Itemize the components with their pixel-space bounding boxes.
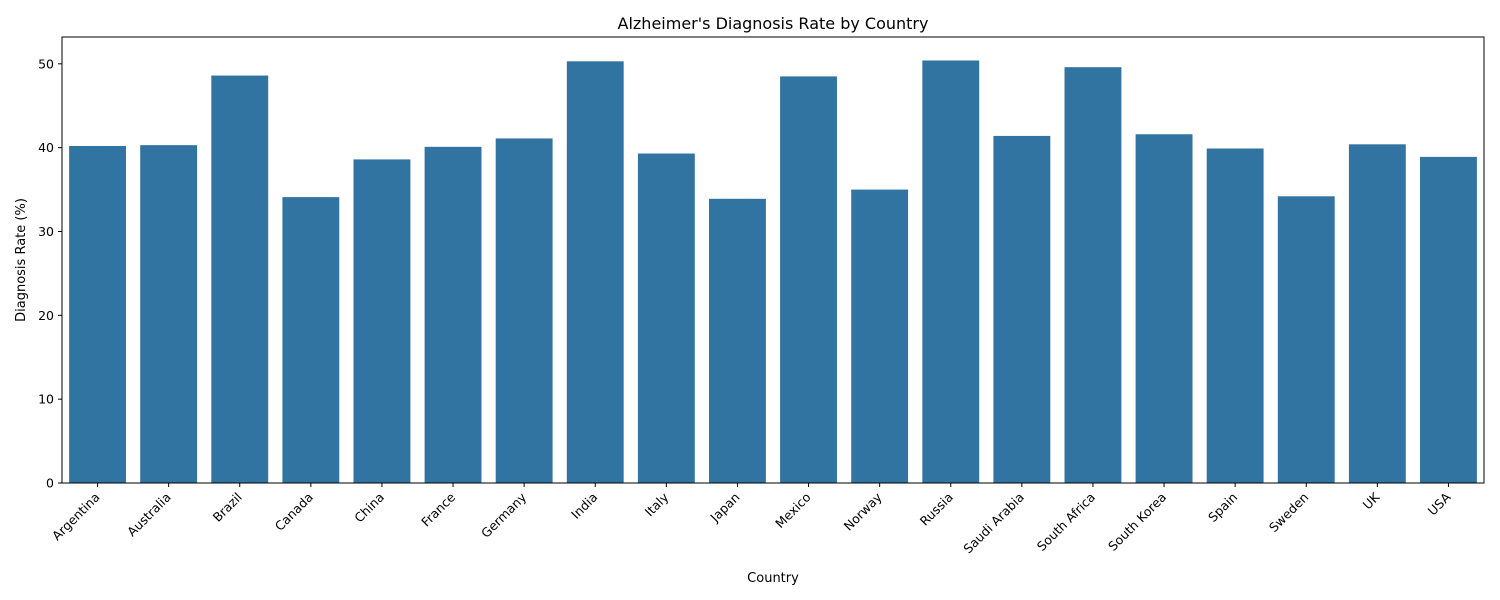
bar-france xyxy=(424,146,482,483)
bar-south-korea xyxy=(1135,134,1193,483)
x-tick-label: Germany xyxy=(478,489,530,541)
x-tick-label: Saudi Arabia xyxy=(960,490,1027,557)
bar-italy xyxy=(637,153,695,483)
y-axis: 0 10 20 30 40 50 xyxy=(38,56,62,491)
x-tick-label: UK xyxy=(1360,489,1383,512)
plot-frame xyxy=(61,36,1485,484)
bar-china xyxy=(353,159,411,483)
x-tick-label: Norway xyxy=(841,489,886,534)
bar-russia xyxy=(922,60,980,483)
bar-south-africa xyxy=(1064,67,1122,484)
x-axis-label: Country xyxy=(747,571,799,586)
y-tick-label: 40 xyxy=(38,140,54,155)
x-tick-label: China xyxy=(351,490,387,526)
bar-mexico xyxy=(780,76,837,484)
y-tick-label: 50 xyxy=(38,56,54,71)
x-tick-label: Mexico xyxy=(772,490,813,531)
y-tick-label: 30 xyxy=(38,224,54,239)
bar-uk xyxy=(1348,144,1406,483)
bar-japan xyxy=(709,198,766,484)
x-tick-label: South Korea xyxy=(1105,490,1169,554)
x-tick-label: Japan xyxy=(707,490,743,526)
bar-argentina xyxy=(69,145,126,484)
bar-norway xyxy=(851,189,909,483)
x-tick-label: Russia xyxy=(917,490,956,529)
plot-area xyxy=(69,60,1477,484)
bar-sweden xyxy=(1277,196,1335,484)
y-tick-label: 20 xyxy=(38,308,54,323)
x-tick-label: France xyxy=(418,489,458,529)
x-tick-label: Australia xyxy=(124,490,174,540)
bar-germany xyxy=(495,138,553,483)
x-tick-label: Italy xyxy=(642,489,672,519)
bar-india xyxy=(566,61,624,484)
bar-saudi-arabia xyxy=(993,135,1051,484)
chart-title: Alzheimer's Diagnosis Rate by Country xyxy=(618,14,929,33)
bar-usa xyxy=(1420,156,1477,483)
x-axis: Argentina Australia Brazil Canada China Franc… xyxy=(49,483,1454,556)
x-tick-label: Canada xyxy=(272,490,316,534)
x-tick-label: USA xyxy=(1425,489,1454,518)
x-tick-label: Argentina xyxy=(49,490,103,544)
x-tick-label: South Africa xyxy=(1034,490,1098,554)
bar-spain xyxy=(1206,148,1264,483)
x-tick-label: Brazil xyxy=(210,490,245,525)
y-tick-label: 10 xyxy=(38,392,54,407)
x-tick-label: Spain xyxy=(1205,490,1240,525)
bar-brazil xyxy=(211,75,269,483)
bar-canada xyxy=(282,197,340,483)
bar-australia xyxy=(140,145,198,483)
x-tick-label: India xyxy=(568,490,600,522)
x-tick-label: Sweden xyxy=(1266,490,1312,536)
y-axis-label: Diagnosis Rate (%) xyxy=(14,198,29,322)
y-tick-label: 0 xyxy=(46,476,54,491)
